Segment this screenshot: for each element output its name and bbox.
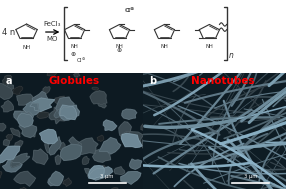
- Text: n: n: [229, 51, 234, 60]
- Polygon shape: [90, 91, 107, 105]
- Text: NH: NH: [71, 44, 78, 49]
- Polygon shape: [7, 83, 13, 89]
- Polygon shape: [69, 137, 82, 152]
- Polygon shape: [55, 155, 61, 164]
- Polygon shape: [114, 167, 125, 174]
- Polygon shape: [99, 138, 120, 154]
- Text: $\oplus$: $\oplus$: [116, 46, 123, 54]
- Text: Cl$^{\ominus}$: Cl$^{\ominus}$: [125, 6, 135, 15]
- Polygon shape: [121, 131, 143, 144]
- Polygon shape: [0, 123, 6, 131]
- Polygon shape: [124, 131, 134, 138]
- Polygon shape: [102, 165, 106, 170]
- Polygon shape: [17, 111, 32, 123]
- Text: NH: NH: [116, 44, 123, 49]
- Text: NH: NH: [22, 45, 31, 50]
- Polygon shape: [89, 167, 112, 180]
- Polygon shape: [60, 105, 76, 119]
- Polygon shape: [141, 123, 150, 132]
- Polygon shape: [97, 135, 104, 141]
- Polygon shape: [63, 178, 71, 186]
- Polygon shape: [77, 138, 98, 155]
- Polygon shape: [92, 87, 98, 90]
- Polygon shape: [0, 146, 20, 163]
- Text: 3 μm: 3 μm: [243, 174, 257, 179]
- Polygon shape: [19, 124, 37, 138]
- Polygon shape: [29, 128, 35, 137]
- Polygon shape: [39, 129, 57, 144]
- Polygon shape: [111, 188, 120, 189]
- Polygon shape: [82, 157, 89, 164]
- Polygon shape: [11, 129, 20, 137]
- Polygon shape: [0, 83, 13, 99]
- Polygon shape: [103, 120, 117, 130]
- Text: Nanotubes: Nanotubes: [191, 76, 255, 86]
- Text: NH: NH: [206, 44, 213, 49]
- Polygon shape: [45, 141, 50, 153]
- Text: b: b: [149, 76, 156, 86]
- Polygon shape: [122, 134, 142, 147]
- Polygon shape: [60, 105, 79, 120]
- Polygon shape: [33, 149, 48, 164]
- Polygon shape: [1, 101, 13, 112]
- Text: Cl$^{\ominus}$: Cl$^{\ominus}$: [76, 56, 86, 64]
- Polygon shape: [85, 169, 93, 178]
- Polygon shape: [60, 144, 82, 160]
- Polygon shape: [56, 97, 74, 115]
- Polygon shape: [49, 171, 63, 185]
- Polygon shape: [0, 88, 10, 92]
- Polygon shape: [42, 87, 50, 94]
- Polygon shape: [13, 86, 23, 94]
- Polygon shape: [122, 109, 137, 119]
- Polygon shape: [20, 187, 26, 189]
- Polygon shape: [54, 67, 60, 72]
- Polygon shape: [93, 149, 111, 162]
- Polygon shape: [6, 135, 13, 141]
- Polygon shape: [121, 172, 141, 184]
- Text: NH: NH: [160, 44, 168, 49]
- Polygon shape: [47, 69, 57, 76]
- Polygon shape: [3, 160, 22, 172]
- Polygon shape: [14, 171, 35, 186]
- Text: Globules: Globules: [49, 76, 100, 86]
- Polygon shape: [37, 112, 49, 118]
- Polygon shape: [49, 137, 61, 155]
- Text: $\oplus$: $\oplus$: [70, 50, 77, 58]
- Text: 3 μm: 3 μm: [100, 174, 114, 179]
- Polygon shape: [142, 139, 150, 149]
- Polygon shape: [59, 143, 65, 150]
- Polygon shape: [130, 159, 142, 169]
- Text: MO: MO: [47, 36, 58, 42]
- Polygon shape: [54, 106, 71, 121]
- Polygon shape: [54, 108, 72, 118]
- Polygon shape: [30, 98, 55, 111]
- Polygon shape: [48, 177, 58, 186]
- Text: a: a: [6, 76, 12, 86]
- Polygon shape: [11, 153, 30, 167]
- Polygon shape: [17, 94, 32, 105]
- Polygon shape: [54, 96, 65, 105]
- Polygon shape: [23, 102, 39, 115]
- Polygon shape: [3, 75, 12, 84]
- Polygon shape: [98, 102, 106, 108]
- Text: 4 n: 4 n: [2, 28, 15, 36]
- Polygon shape: [14, 111, 33, 123]
- Polygon shape: [126, 112, 132, 118]
- Text: FeCl₃: FeCl₃: [44, 21, 61, 27]
- Polygon shape: [49, 109, 63, 124]
- Polygon shape: [0, 65, 8, 72]
- Polygon shape: [74, 73, 80, 77]
- Polygon shape: [0, 150, 8, 157]
- Polygon shape: [3, 140, 9, 146]
- Polygon shape: [32, 92, 47, 107]
- Polygon shape: [89, 166, 104, 179]
- Polygon shape: [0, 171, 2, 178]
- Text: Cl$^{\ominus}$: Cl$^{\ominus}$: [124, 6, 134, 15]
- Polygon shape: [17, 113, 33, 127]
- Polygon shape: [119, 122, 131, 137]
- Polygon shape: [15, 140, 23, 150]
